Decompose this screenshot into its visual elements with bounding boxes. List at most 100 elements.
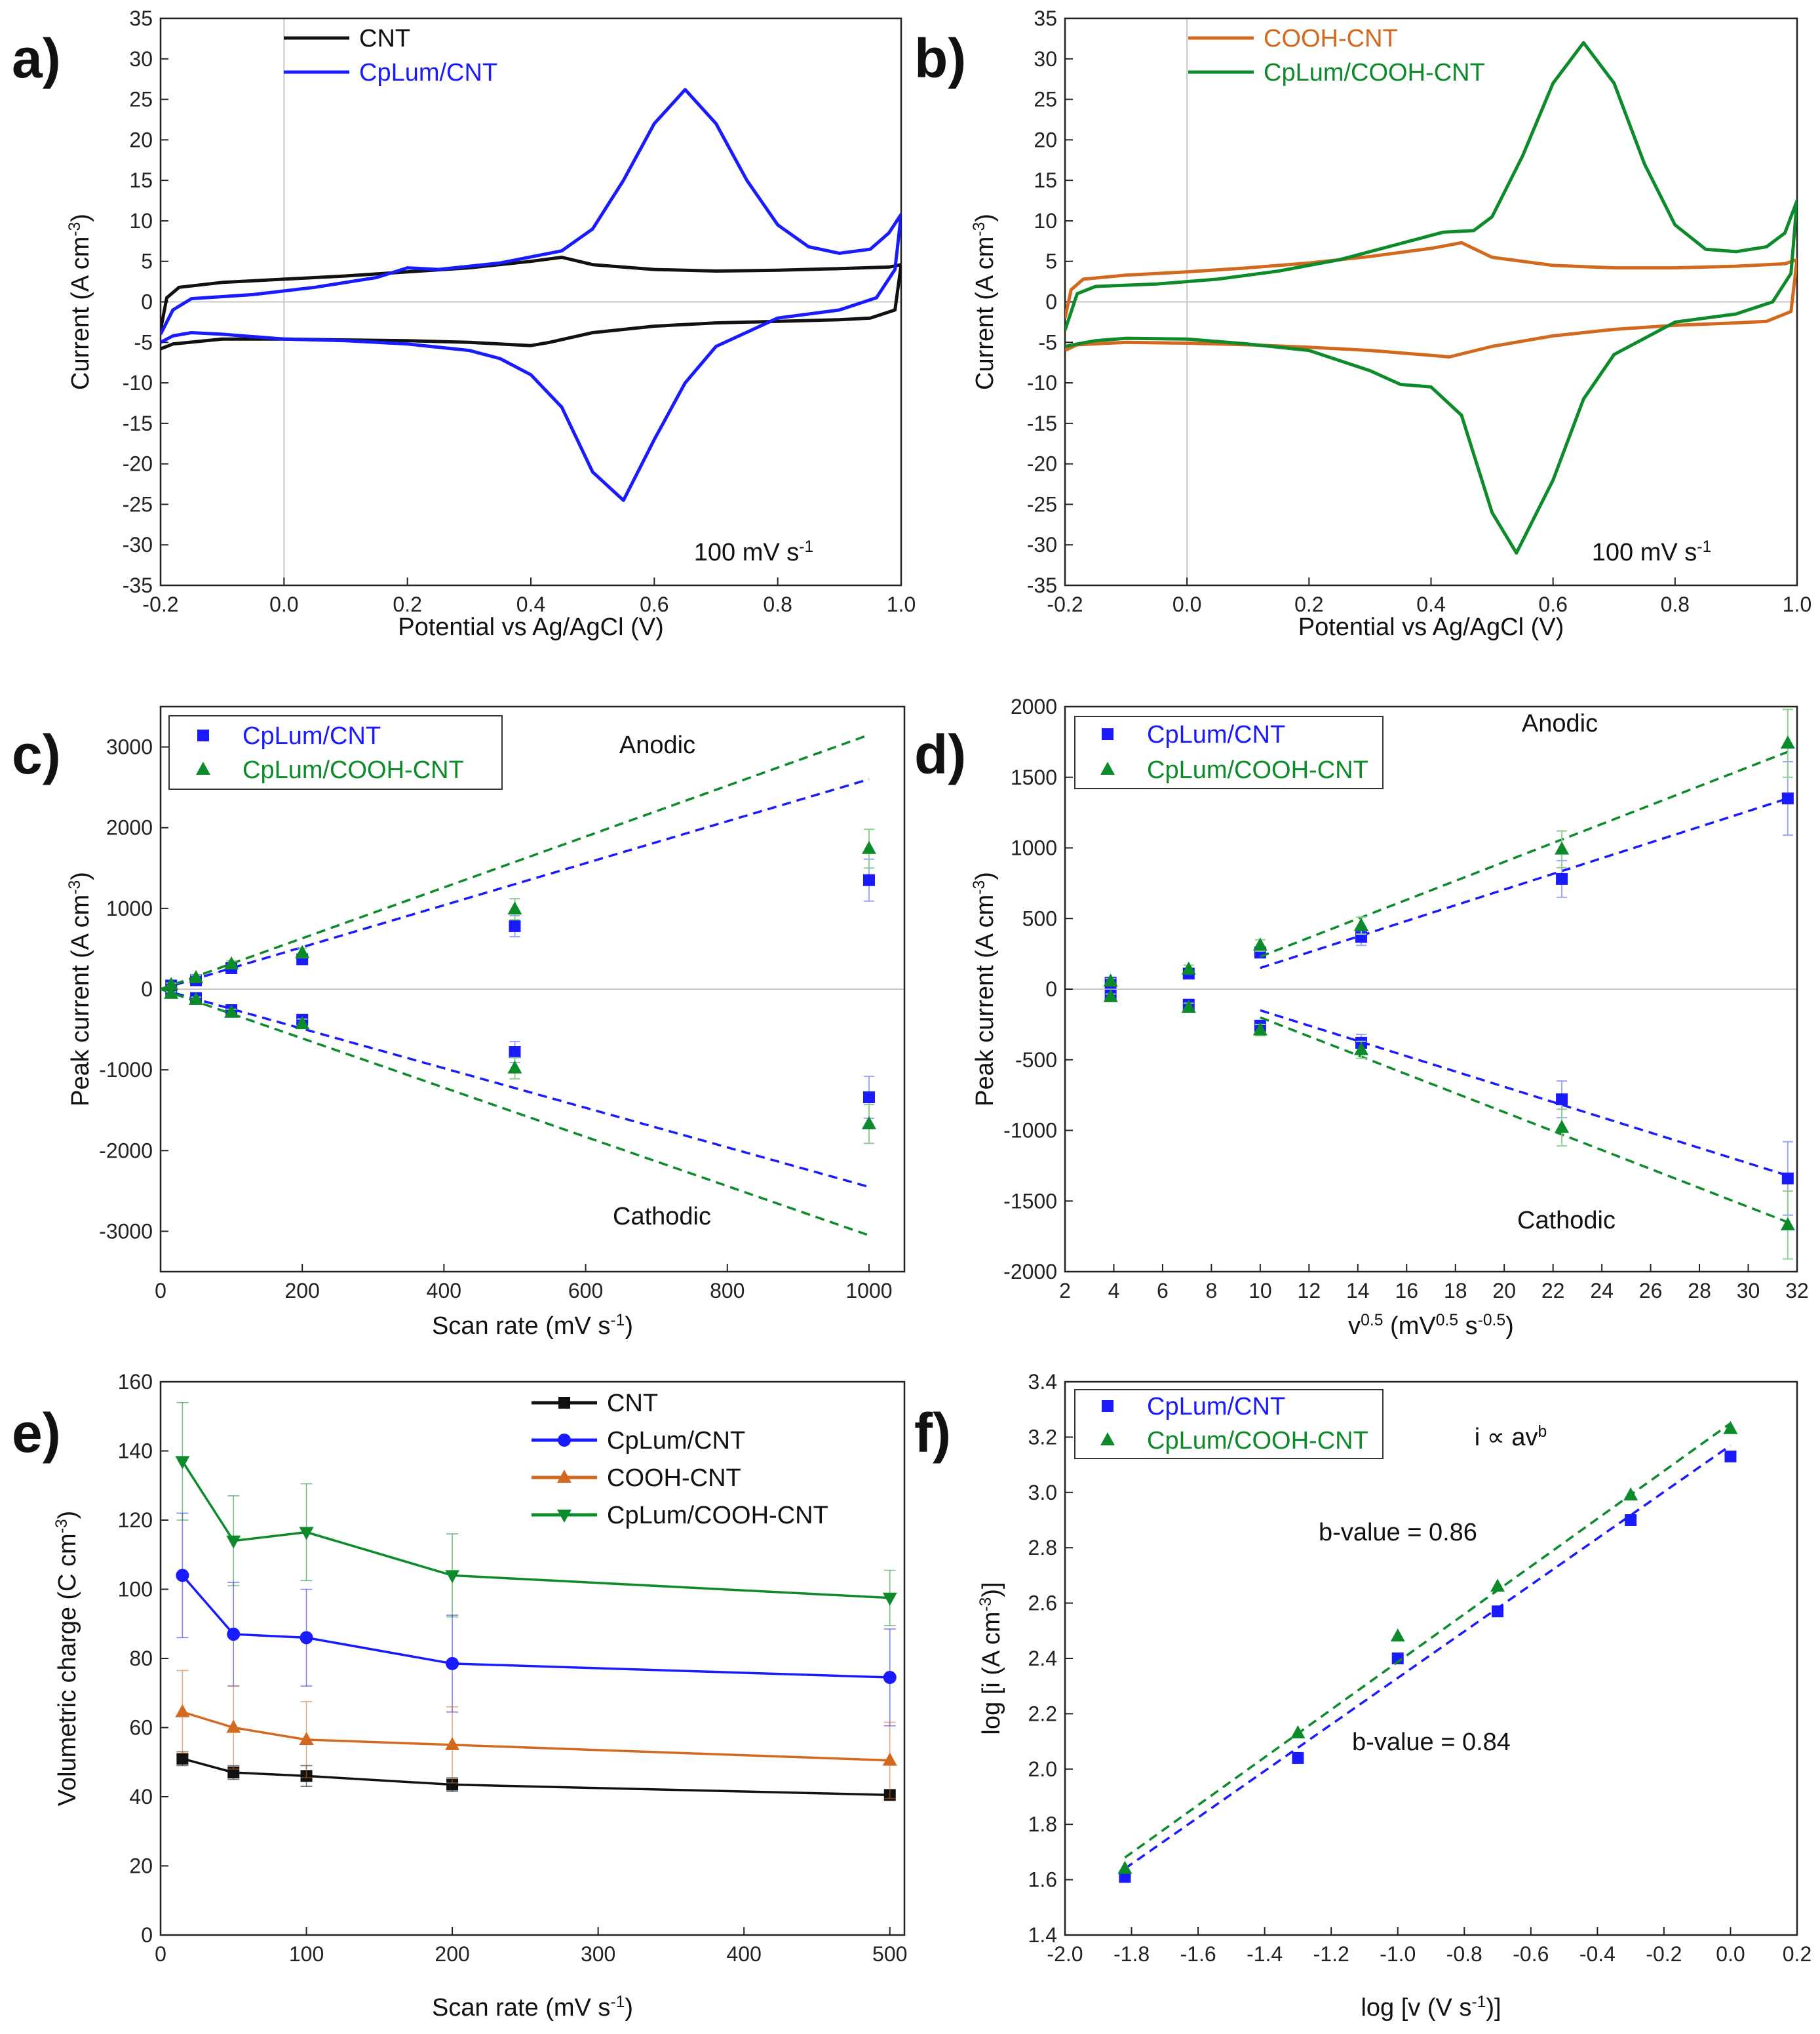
data-point-cathodic [862, 1091, 875, 1104]
y-tick-label: 1000 [106, 897, 153, 920]
y-tick-label: 0 [141, 977, 153, 1001]
y-tick-label: 5 [141, 250, 153, 273]
y-tick-label: 60 [129, 1716, 153, 1740]
y-tick-label: 25 [129, 88, 153, 111]
legend-marker [1102, 728, 1113, 740]
fit-line [161, 733, 870, 990]
data-point [882, 1752, 897, 1766]
fit-line [161, 778, 870, 990]
legend-box [1074, 716, 1384, 789]
data-point [227, 1628, 241, 1641]
annotation: Anodic [619, 732, 695, 759]
data-point-anodic [1556, 872, 1568, 885]
x-tick-label: 800 [710, 1279, 745, 1302]
y-tick-label: -35 [1027, 574, 1057, 597]
data-point-anodic [1555, 841, 1570, 855]
data-point-anodic [509, 920, 521, 932]
y-tick-label: 40 [129, 1785, 153, 1809]
x-axis-title: Potential vs Ag/AgCl (V) [398, 614, 664, 641]
x-tick-label: -1.4 [1247, 1942, 1283, 1966]
y-axis-title: Volumetric charge (C cm-3) [53, 1511, 82, 1807]
y-tick-label: -10 [123, 371, 153, 395]
x-tick-label: 0.2 [1294, 593, 1323, 616]
data-point-anodic [1103, 973, 1118, 987]
plot-area [1065, 41, 1797, 555]
x-tick-label: 1.0 [887, 593, 916, 616]
y-tick-label: 500 [1022, 907, 1057, 930]
data-point-cathodic [1252, 1022, 1268, 1036]
fit-line [1260, 1016, 1789, 1224]
x-tick-label: 0.0 [1172, 593, 1201, 616]
x-tick-label: -0.2 [1646, 1942, 1682, 1966]
x-tick-label: 2 [1059, 1279, 1071, 1302]
y-tick-label: 1.6 [1028, 1868, 1057, 1892]
data-point [446, 1778, 459, 1791]
legend: CpLum/CNT CpLum/COOH-CNT [1074, 1389, 1384, 1459]
y-axis-title: Current (A cm-3) [971, 214, 999, 390]
data-point [176, 1569, 189, 1582]
data-point-anodic [1252, 937, 1268, 951]
y-tick-label: 5 [1045, 250, 1057, 273]
series-cplum-cnt [176, 1512, 897, 1727]
data-point [1723, 1420, 1738, 1434]
legend-label: CpLum/CNT [1147, 1393, 1285, 1420]
x-tick-label: -0.8 [1446, 1942, 1482, 1966]
y-tick-label: 0 [141, 1923, 153, 1947]
series-cplum-cnt [1104, 761, 1794, 1216]
legend: CNT CpLum/CNT COOH-CNT CpLum/COOH-CNT [532, 1390, 828, 1529]
x-tick-label: 0.6 [640, 593, 668, 616]
annotation: 100 mV s-1 [694, 538, 813, 567]
annotation: Cathodic [613, 1203, 711, 1230]
data-point [226, 1535, 241, 1549]
legend-label: CpLum/CNT [242, 722, 381, 750]
data-point [1390, 1628, 1405, 1642]
y-axis-title: Peak current (A cm-3) [971, 872, 999, 1106]
x-axis-title: v0.5 (mV0.5 s-0.5) [1348, 1312, 1514, 1340]
annotation: b-value = 0.84 [1352, 1729, 1511, 1756]
y-tick-label: -30 [123, 533, 153, 557]
y-tick-label: 25 [1034, 88, 1057, 111]
x-tick-label: 28 [1688, 1279, 1711, 1302]
fit-line [1124, 1422, 1732, 1859]
x-tick-label: 300 [581, 1942, 615, 1966]
y-tick-label: 10 [129, 209, 153, 233]
data-point-anodic [295, 945, 310, 958]
x-tick-label: 600 [568, 1279, 603, 1302]
y-tick-label: 0 [141, 290, 153, 314]
data-point-anodic [224, 956, 239, 969]
legend-label: CpLum/CNT [359, 59, 497, 87]
fit-line [161, 988, 870, 1237]
data-point-cathodic [509, 1046, 521, 1059]
x-tick-label: 30 [1737, 1279, 1760, 1302]
legend-marker [196, 762, 210, 775]
data-point [1724, 1450, 1737, 1462]
series-cplum-cooh-cnt [1103, 709, 1795, 1260]
y-tick-label: 20 [129, 128, 153, 151]
x-tick-label: 6 [1157, 1279, 1169, 1302]
y-tick-label: 35 [129, 7, 153, 30]
plot-area [1117, 1420, 1738, 1883]
x-tick-label: 0.0 [269, 593, 298, 616]
x-tick-label: 0 [155, 1279, 166, 1302]
y-tick-label: 1000 [1011, 836, 1057, 860]
legend: COOH-CNT CpLum/COOH-CNT [1188, 25, 1485, 87]
legend-marker [557, 1470, 571, 1483]
data-point-cathodic [507, 1060, 522, 1074]
legend-label: CpLum/COOH-CNT [1264, 59, 1485, 87]
x-tick-label: -1.6 [1180, 1942, 1216, 1966]
x-tick-label: -2.0 [1047, 1942, 1083, 1966]
data-point-cathodic [164, 985, 179, 999]
y-tick-label: 30 [129, 47, 153, 71]
legend-label: CpLum/COOH-CNT [607, 1502, 828, 1529]
legend: CpLum/CNT CpLum/COOH-CNT [168, 715, 503, 790]
cv-curve-cplum-cnt [161, 88, 901, 502]
data-point-cathodic [1556, 1093, 1568, 1106]
legend-marker [557, 1510, 571, 1523]
series-line [181, 1460, 890, 1599]
y-tick-label: 3.0 [1028, 1481, 1057, 1504]
y-tick-label: 80 [129, 1647, 153, 1670]
y-tick-label: 120 [118, 1508, 153, 1532]
x-tick-label: -0.2 [1047, 593, 1083, 616]
y-axis-title: Peak current (A cm-3) [66, 872, 95, 1106]
